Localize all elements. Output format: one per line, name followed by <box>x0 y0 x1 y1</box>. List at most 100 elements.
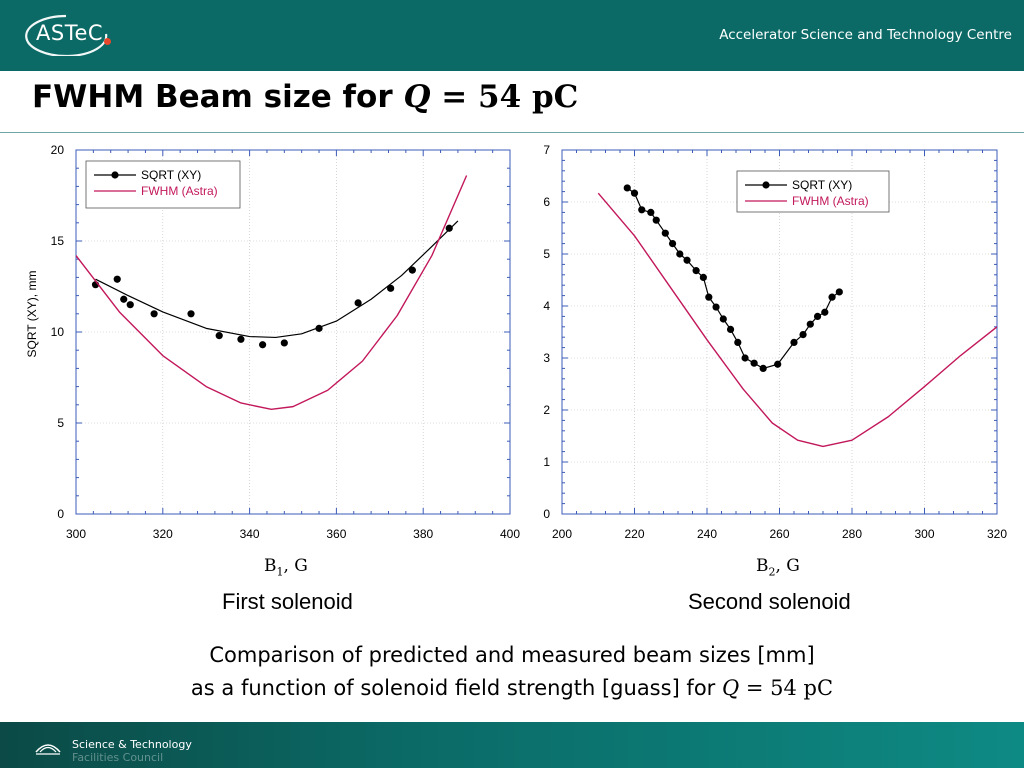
chart2-series-sqrt-xy-point <box>719 315 727 323</box>
chart1-legend-fwhm-astra-label: FWHM (Astra) <box>141 184 218 198</box>
chart2-subtitle: Second solenoid <box>688 589 851 614</box>
chart2-xtick-label: 240 <box>697 527 717 541</box>
chart2-ytick-label: 3 <box>543 351 550 365</box>
chart2-series-sqrt-xy-point <box>790 338 798 346</box>
chart2-series-sqrt-xy-point <box>835 288 843 296</box>
chart2-series-sqrt-xy-point <box>661 229 669 237</box>
astec-logo-icon <box>25 14 108 56</box>
chart1-series-sqrt-xy-point <box>387 284 395 292</box>
title-eq: = 54 pC <box>430 79 579 115</box>
chart2-series-sqrt-xy-point <box>712 303 720 311</box>
chart2-series-sqrt-xy-point <box>813 312 822 320</box>
chart1-subtitle: First solenoid <box>222 589 353 614</box>
chart2-series-sqrt-xy-point <box>683 256 691 264</box>
chart1-ytick-label: 20 <box>51 143 65 157</box>
chart1-ytick-label: 15 <box>51 234 65 248</box>
page-title: FWHM Beam size for Q = 54 pC <box>32 79 578 115</box>
chart2-xtick-label: 320 <box>987 527 1007 541</box>
chart2-series-sqrt-xy-point <box>828 293 836 301</box>
chart1-series-sqrt-xy-point <box>315 324 323 332</box>
chart2-series-sqrt-xy-point <box>705 293 713 301</box>
caption-eq: = 54 pC <box>739 676 834 700</box>
chart1-legend-box <box>85 160 241 209</box>
chart2-xtick-label: 260 <box>769 527 789 541</box>
chart2-series-sqrt-xy-point <box>821 308 829 316</box>
chart1-xtick-label: 380 <box>413 527 433 541</box>
chart1-series-sqrt-xy-point <box>354 299 362 307</box>
chart1-series-sqrt-xy-point <box>280 339 288 347</box>
chart2-series-sqrt-xy-point <box>652 216 660 224</box>
logo-dot <box>104 38 111 45</box>
chart2-series-sqrt-xy-point <box>750 359 758 367</box>
chart1-legend-sqrt-xy-marker <box>111 171 119 179</box>
chart2-series-sqrt-xy-point <box>668 240 677 248</box>
chart1-ytick-label: 5 <box>57 416 64 430</box>
chart2-series-sqrt-xy-point <box>726 325 735 333</box>
chart2-plot: 200 220 240 260 280 300 320 0 1 2 3 4 5 6 7 SQRT (XY) FW… <box>543 143 1007 541</box>
chart2-xtick-label: 300 <box>914 527 934 541</box>
chart2-ytick-label: 7 <box>543 143 550 157</box>
chart2-ytick-label: 2 <box>543 403 550 417</box>
chart2-xlabel: B2, G <box>756 556 800 578</box>
chart2-ytick-label: 1 <box>543 455 550 469</box>
footer-line2: Facilities Council <box>72 751 164 764</box>
chart2-legend-sqrt-xy-marker <box>762 181 770 189</box>
chart2-xtick-label: 200 <box>552 527 572 541</box>
chart2-series-group <box>597 184 997 448</box>
chart1-series-sqrt-xy-point <box>150 310 158 318</box>
chart2-series-sqrt-xy-line <box>626 187 840 369</box>
caption-line1: Comparison of predicted and measured bea… <box>209 643 815 667</box>
chart1-series-sqrt-xy-point <box>187 310 195 318</box>
chart2-series-sqrt-xy-point <box>699 273 707 281</box>
chart2-series-sqrt-xy-point <box>774 360 782 368</box>
chart1-series-sqrt-xy-point <box>113 275 121 283</box>
footer-bar: Science & Technology Facilities Council <box>0 722 1024 768</box>
caption-q: Q <box>721 676 740 700</box>
chart1-xtick-label: 400 <box>500 527 520 541</box>
chart2-xlabel-sub: 2 <box>768 565 776 579</box>
chart1-xlabel-base: B <box>264 556 277 576</box>
chart1-series-sqrt-xy-point <box>408 266 416 274</box>
chart1-series-sqrt-xy-point <box>126 301 134 309</box>
chart1-plot: 300 320 340 360 380 400 0 5 10 15 20 SQRT (XY), mm S… <box>25 143 520 541</box>
header-bar: ASTeC Accelerator Science and Technology… <box>0 0 1024 71</box>
chart2-series-sqrt-xy-point <box>799 331 807 339</box>
chart1-series-sqrt-xy-point <box>445 224 453 232</box>
chart1-xlabel-sub: 1 <box>276 565 284 579</box>
chart2-series-sqrt-xy-point <box>741 354 749 362</box>
chart2-series-sqrt-xy-point <box>638 206 646 214</box>
chart1-series-sqrt-xy-point <box>215 332 223 340</box>
title-prefix: FWHM Beam size for <box>32 79 404 115</box>
chart2-legend-fwhm-astra-label: FWHM (Astra) <box>792 194 869 208</box>
chart1-xlabel-rest: , G <box>283 556 308 576</box>
header-org-name: Accelerator Science and Technology Centr… <box>719 27 1012 43</box>
chart1-series-sqrt-xy-point <box>120 295 128 303</box>
caption-line2: as a function of solenoid field strength… <box>0 676 1024 700</box>
chart2-xlabel-base: B <box>756 556 769 576</box>
chart1-series-fwhm-astra-line <box>76 175 468 411</box>
chart2-series-sqrt-xy-point <box>806 320 814 328</box>
chart2-ytick-label: 4 <box>543 299 550 313</box>
chart2-xtick-label: 220 <box>624 527 644 541</box>
chart2-series-sqrt-xy-point <box>759 364 767 372</box>
chart1-series-group <box>76 175 468 411</box>
chart2-series-sqrt-xy-point <box>676 250 684 258</box>
chart2-ytick-label: 6 <box>543 195 550 209</box>
chart2-series-sqrt-xy-point <box>623 184 631 192</box>
chart1-xtick-label: 300 <box>66 527 86 541</box>
chart1-series-sqrt-xy-point <box>259 341 267 349</box>
chart1-legend-sqrt-xy-label: SQRT (XY) <box>141 168 201 182</box>
chart2-xlabel-rest: , G <box>775 556 800 576</box>
caption-line2-prefix: as a function of solenoid field strength… <box>190 676 722 700</box>
chart2-series-sqrt-xy-point <box>630 189 639 197</box>
chart1-xtick-label: 340 <box>240 527 260 541</box>
chart2-series-sqrt-xy-point <box>647 208 655 216</box>
chart1-series-sqrt-xy-line <box>95 220 459 339</box>
title-q: Q <box>403 79 431 115</box>
chart2-ytick-label: 0 <box>543 507 550 521</box>
stfc-logo-icon <box>35 744 61 755</box>
chart2-xtick-label: 280 <box>842 527 862 541</box>
chart1-xtick-label: 320 <box>153 527 173 541</box>
footer-org: Science & Technology Facilities Council <box>72 738 192 764</box>
